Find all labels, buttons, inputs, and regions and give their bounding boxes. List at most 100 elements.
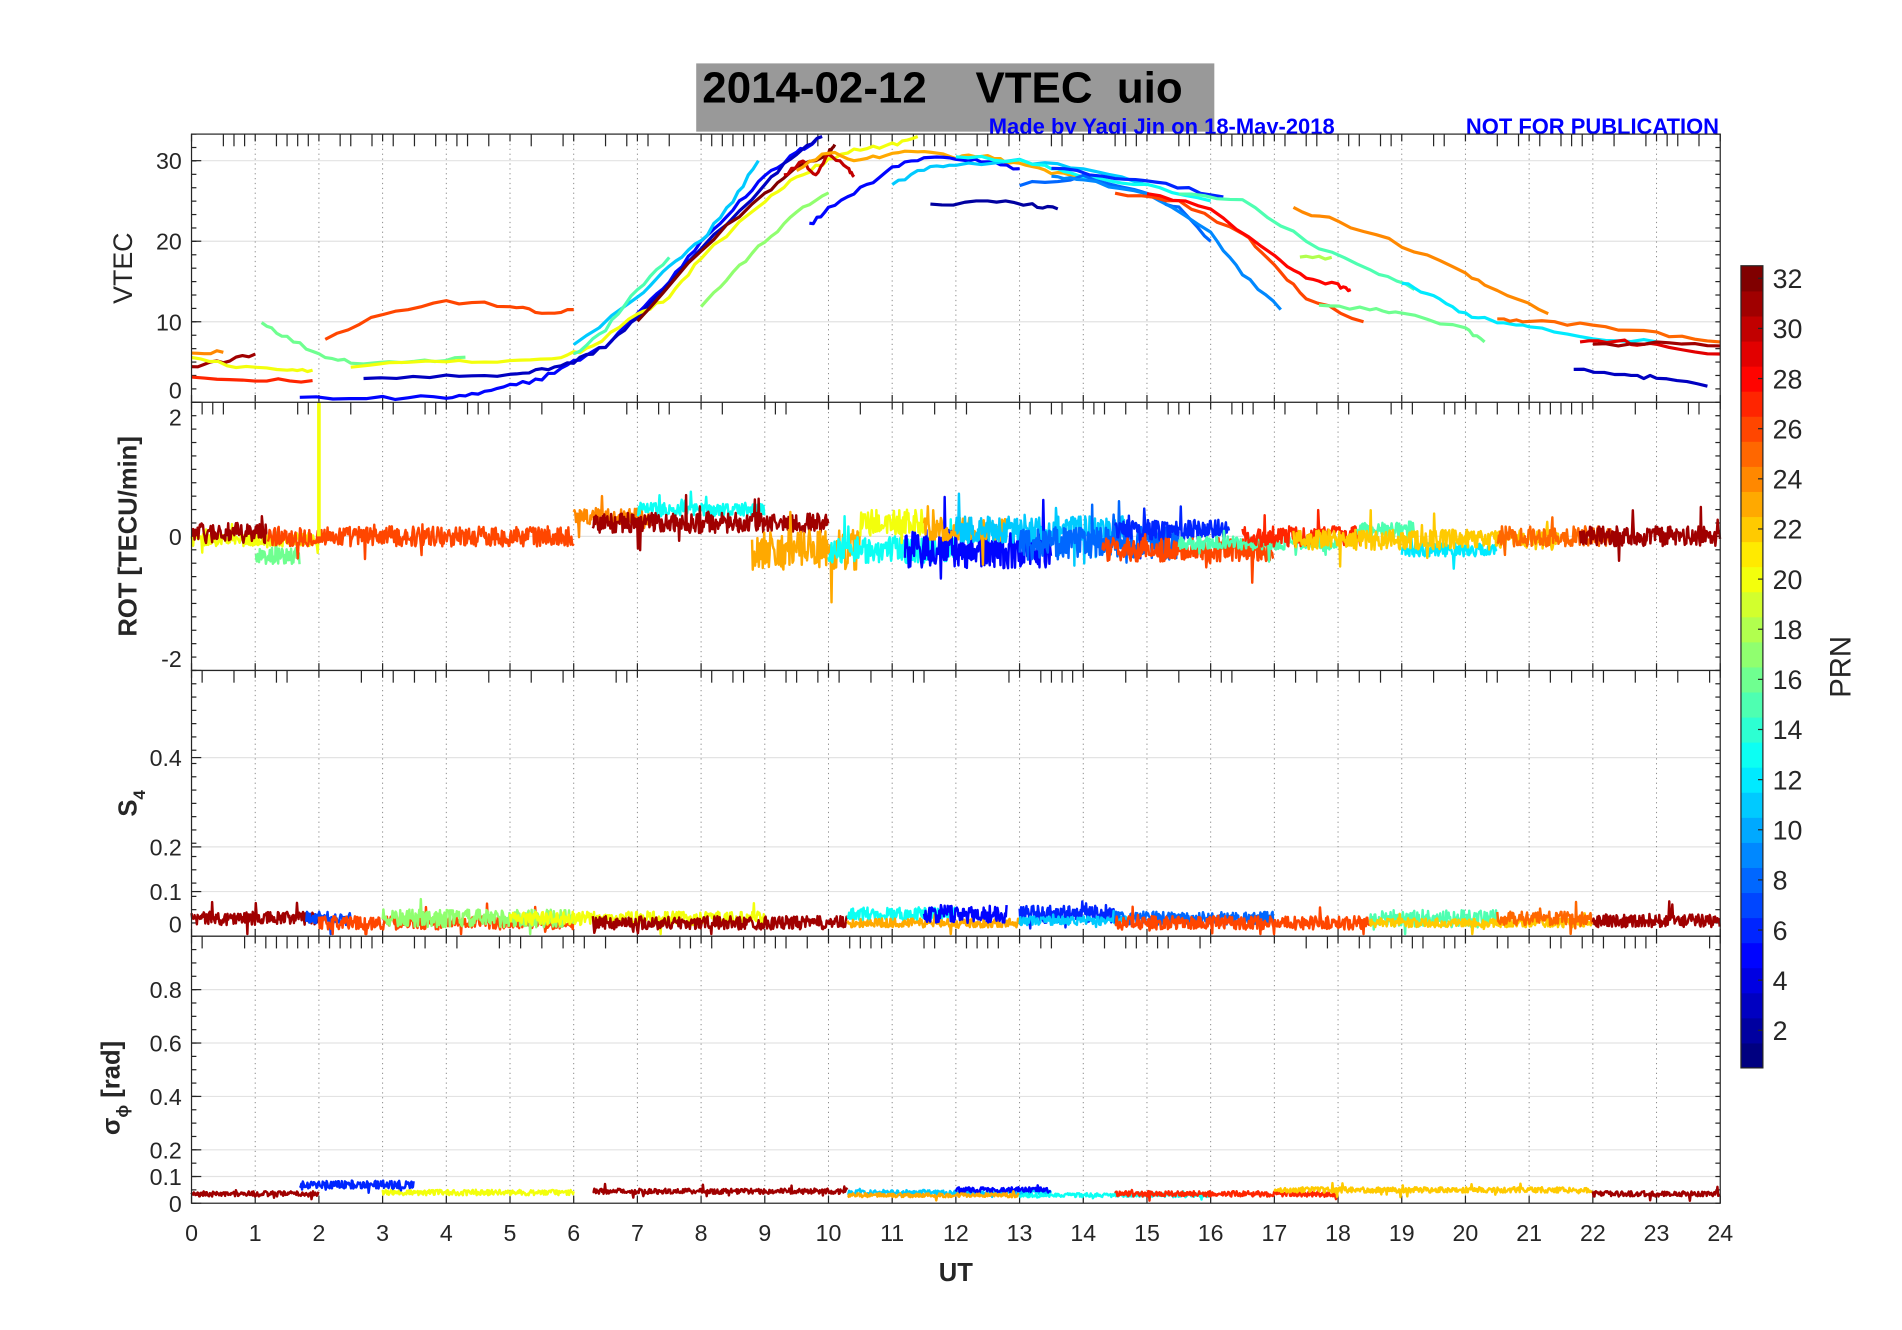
chart-title: 2014-02-12 VTEC uio [702, 63, 1182, 112]
colorbar-swatch [1740, 616, 1763, 643]
x-tick-label: 18 [1325, 1220, 1351, 1246]
colorbar-tick-label: 12 [1773, 765, 1803, 795]
x-tick-label: 12 [943, 1220, 969, 1246]
sigma-line-prn-22 [1273, 1181, 1594, 1199]
colorbar-swatch [1740, 892, 1763, 919]
x-tick-label: 1 [249, 1220, 262, 1246]
colorbar-swatch [1740, 742, 1763, 768]
x-tick-labels: 0 1 2 3 4 5 6 7 8 9 10 11 12 13 14 15 16 17 18 19 20 21 22 23 24 [185, 1220, 1733, 1246]
x-tick-label: 15 [1134, 1220, 1160, 1246]
colorbar-tick-label: 24 [1773, 465, 1803, 495]
y-tick-label: 2 [169, 404, 182, 430]
axes-box [190, 935, 1721, 1204]
x-tick-label: 10 [816, 1220, 842, 1246]
panel-s4: 0 0.1 0.2 0.4S4 [115, 669, 1721, 938]
colorbar-tick-label: 22 [1773, 515, 1803, 545]
y-tick-label: 0 [169, 1191, 182, 1217]
colorbar-swatch [1740, 767, 1763, 793]
colorbar-swatch [1740, 466, 1763, 492]
x-tick-label: 2 [312, 1220, 325, 1246]
y-tick-label: 0 [169, 912, 182, 938]
colorbar-tick-label: 32 [1773, 264, 1803, 294]
x-tick-label: 19 [1389, 1220, 1415, 1246]
sigma-line-prn-20 [381, 1188, 575, 1197]
colorbar-swatch [1740, 967, 1763, 994]
x-tick-label: 23 [1644, 1220, 1670, 1246]
y-tick-label: 0 [169, 524, 182, 550]
x-tick-label: 5 [504, 1220, 517, 1246]
s4-line-prn-31 [190, 900, 320, 936]
vtec-line-prn-24 [1292, 205, 1549, 316]
x-tick-label: 21 [1516, 1220, 1542, 1246]
vtec-line-prn-16 [1318, 303, 1486, 344]
x-tick-label: 20 [1453, 1220, 1479, 1246]
vtec-line-prn-26 [1114, 191, 1364, 324]
s4-line-prn-31 [591, 914, 848, 936]
vtec-line-prn-28 [1146, 192, 1352, 293]
colorbar-swatch [1740, 591, 1763, 618]
colorbar-tick-label: 26 [1773, 414, 1803, 444]
x-tick-label: 4 [440, 1220, 453, 1246]
panel-rot: -2 0 2 ROT [TECU/min] [115, 401, 1722, 672]
vtec-line-prn-2 [930, 199, 1059, 211]
x-tick-label: 7 [631, 1220, 644, 1246]
vtec-line-prn-24 [191, 349, 224, 356]
y-tick-label: 0.1 [150, 879, 182, 905]
x-tick-label: 3 [376, 1220, 389, 1246]
x-tick-label: 16 [1198, 1220, 1224, 1246]
colorbar-swatch [1740, 391, 1763, 417]
s4-line-prn-26 [1114, 905, 1371, 936]
y-tick-label: 0.2 [150, 834, 182, 860]
colorbar-tick-label: 16 [1773, 665, 1803, 695]
x-tick-label: 22 [1580, 1220, 1606, 1246]
colorbar-tick-label: 8 [1773, 866, 1788, 896]
vtec-line-prn-18 [1299, 254, 1333, 261]
colorbar-swatch [1740, 1017, 1763, 1044]
vtec-line-prn-20 [350, 135, 919, 369]
colorbar-swatch [1740, 441, 1763, 467]
colorbar-tick-label: 6 [1773, 916, 1788, 946]
y-axis-label-sigma: σϕ [rad] [98, 1041, 133, 1135]
x-tick-label: 13 [1007, 1220, 1033, 1246]
colorbar-swatch [1740, 315, 1763, 342]
y-axis-label-rot: ROT [TECU/min] [115, 436, 143, 636]
colorbar-swatch [1740, 416, 1763, 442]
colorbar-swatch [1740, 541, 1763, 568]
x-tick-label: 6 [567, 1220, 580, 1246]
s4-line-prn-25 [1496, 900, 1594, 936]
colorbar-swatch [1740, 942, 1763, 969]
y-label-unit: [rad] [98, 1041, 126, 1105]
colorbar-swatch [1740, 516, 1763, 543]
rot-line-prn-6 [1113, 505, 1231, 560]
vtec-line-prn-3 [1573, 367, 1708, 388]
x-tick-label: 24 [1707, 1220, 1733, 1246]
y-label-subscript: ϕ [113, 1105, 132, 1118]
x-tick-label: 9 [758, 1220, 771, 1246]
vtec-line-prn-32 [636, 143, 837, 323]
sigma-line-prn-31 [1591, 1185, 1721, 1202]
vtec-line-prn-26 [324, 299, 574, 341]
colorbar-label: PRN [1826, 636, 1858, 698]
x-tick-label: 11 [880, 1220, 904, 1246]
rot-line-prn-11 [954, 492, 1129, 567]
vtec-line-prn-15 [1178, 192, 1416, 291]
rot-line-prn-25 [1496, 516, 1613, 557]
colorbar-swatch [1740, 992, 1763, 1019]
sigma-line-prn-23 [847, 1190, 1020, 1202]
vtec-line-prn-13 [955, 154, 1212, 203]
series-group-sigma [190, 1179, 1721, 1202]
x-tick-label: 8 [695, 1220, 708, 1246]
sigma-line-prn-6 [298, 1179, 415, 1194]
rot-line-prn-31 [190, 515, 268, 545]
vtec-line-prn-5 [809, 155, 1020, 226]
x-axis-label: UT [939, 1259, 973, 1287]
colorbar-swatch [1740, 340, 1763, 367]
colorbar-tick-label: 14 [1773, 715, 1803, 745]
y-tick-label: 0.4 [150, 745, 182, 771]
series-group-rot [190, 402, 1722, 604]
panel-sigma: 00.10.2 0.4 0.6 0.8 σϕ [rad] [98, 935, 1721, 1217]
vtec-line-prn-30 [783, 152, 856, 178]
colorbar-swatch [1740, 691, 1763, 718]
